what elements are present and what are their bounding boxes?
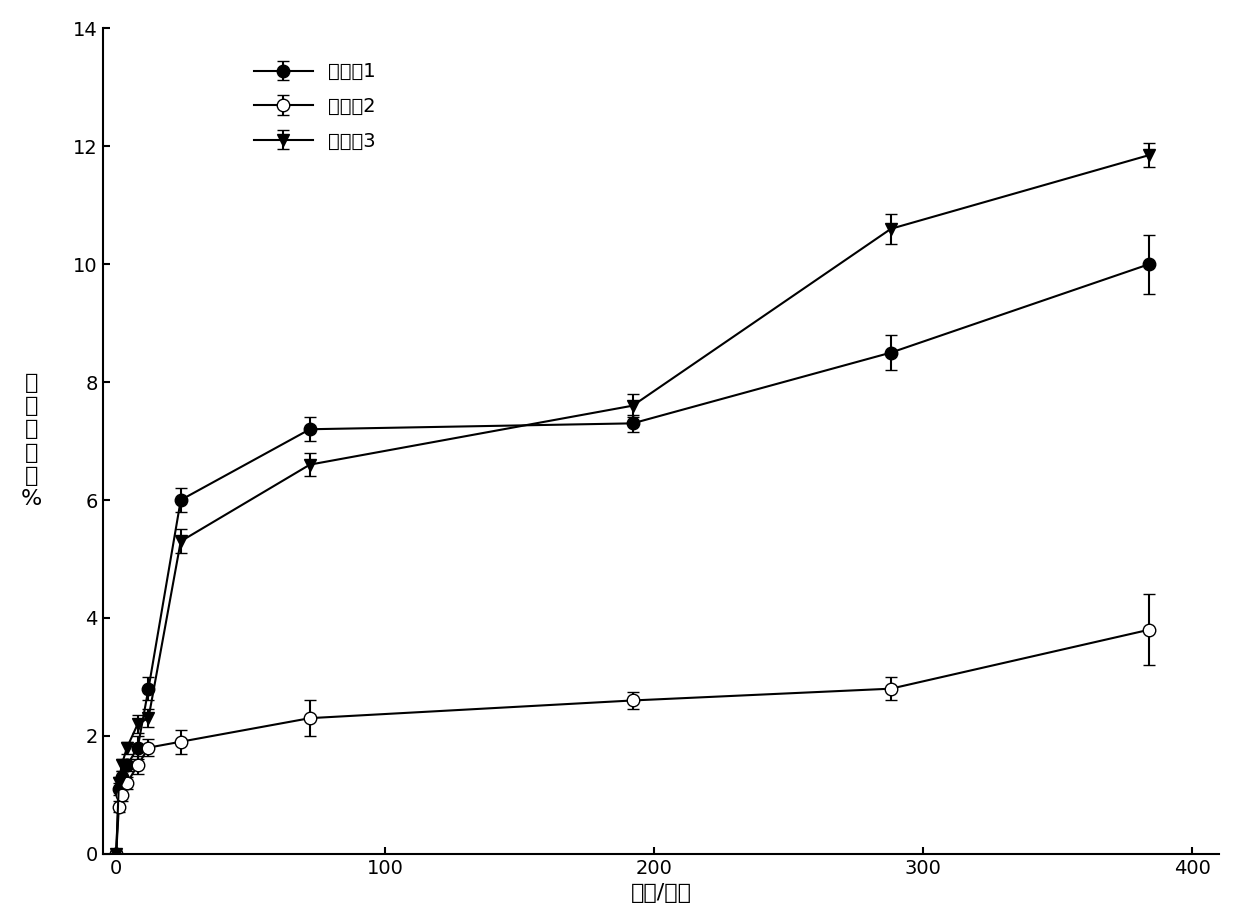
Legend: 实施例1, 实施例2, 实施例3: 实施例1, 实施例2, 实施例3 bbox=[247, 55, 383, 158]
Y-axis label: 累
计
释
放
率
%: 累 计 释 放 率 % bbox=[21, 373, 42, 509]
X-axis label: 时间/小时: 时间/小时 bbox=[630, 883, 692, 903]
